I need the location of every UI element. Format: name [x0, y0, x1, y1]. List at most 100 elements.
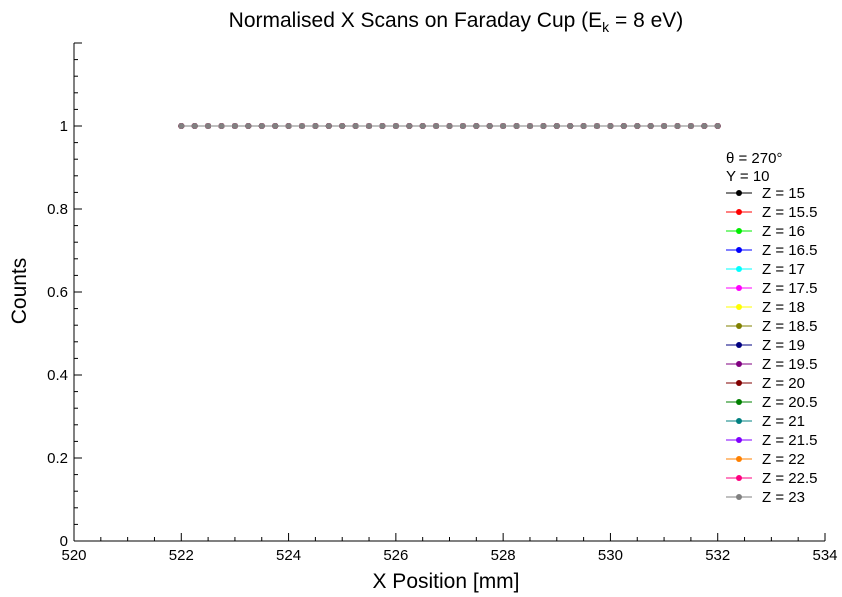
data-point	[272, 123, 279, 129]
legend-label: Z = 20.5	[762, 394, 817, 411]
legend-entry: Z = 20	[726, 375, 805, 392]
legend-entry: Z = 23	[726, 489, 805, 506]
legend-label: Z = 16	[762, 223, 805, 240]
data-point	[231, 123, 238, 129]
data-point	[459, 123, 466, 129]
data-point	[594, 123, 600, 129]
legend-swatch-marker	[736, 190, 742, 196]
series-layer	[178, 123, 721, 129]
x-tick-label: 520	[61, 547, 86, 564]
data-point	[513, 123, 520, 129]
data-point	[325, 123, 332, 129]
chart-title-tail: = 8 eV)	[609, 9, 683, 32]
legend-label: Z = 20	[762, 375, 805, 392]
data-point	[218, 123, 225, 129]
data-point	[245, 123, 252, 129]
x-tick-label: 530	[598, 547, 623, 564]
legend-header-0: θ = 270°	[726, 150, 782, 167]
legend-swatch-marker	[736, 456, 742, 462]
data-point	[312, 123, 319, 129]
data-point	[527, 123, 533, 129]
data-point	[567, 123, 574, 129]
y-tick-label: 1	[60, 118, 68, 135]
legend-swatch-marker	[736, 361, 742, 367]
legend-entry: Z = 17.5	[726, 280, 817, 297]
legend-label: Z = 18.5	[762, 318, 817, 335]
axes: 520 522 524 526 528 530 532 534 0 0.2 0.4 0.6 0.8 1	[47, 42, 838, 564]
data-point	[473, 123, 480, 129]
data-point	[647, 123, 654, 129]
legend-swatch-marker	[736, 418, 742, 424]
legend-entry: Z = 19	[726, 337, 805, 354]
data-point	[701, 123, 708, 129]
legend-swatch-marker	[736, 209, 742, 215]
legend-label: Z = 19	[762, 337, 805, 354]
y-tick-label: 0.8	[47, 201, 68, 218]
data-point	[191, 123, 198, 129]
legend-swatch-marker	[736, 475, 742, 481]
data-point	[607, 123, 614, 129]
data-point	[299, 123, 305, 129]
legend-label: Z = 16.5	[762, 242, 817, 259]
y-tick-label: 0.2	[47, 450, 68, 467]
legend-entry: Z = 19.5	[726, 356, 817, 373]
legend-entry: Z = 20.5	[726, 394, 817, 411]
legend-label: Z = 15	[762, 185, 805, 202]
legend-label: Z = 19.5	[762, 356, 817, 373]
data-point	[258, 123, 265, 129]
legend-entry: Z = 21.5	[726, 432, 817, 449]
x-tick-label: 534	[812, 547, 837, 564]
legend-label: Z = 17	[762, 261, 805, 278]
legend-entry: Z = 18	[726, 299, 805, 316]
data-point	[392, 123, 399, 129]
legend-label: Z = 21	[762, 413, 805, 430]
data-point	[661, 123, 668, 129]
legend-entry: Z = 16.5	[726, 242, 817, 259]
chart-title-subscript: k	[602, 19, 610, 35]
legend-swatch-marker	[736, 266, 742, 272]
data-point	[687, 123, 694, 129]
data-point	[379, 123, 386, 129]
y-axis-label: Counts	[8, 258, 31, 325]
x-axis-label: X Position [mm]	[372, 570, 519, 593]
data-point	[500, 123, 507, 129]
data-point	[406, 123, 413, 129]
legend-swatch-marker	[736, 247, 742, 253]
data-point	[339, 123, 346, 129]
series-23	[178, 123, 721, 129]
legend-entry: Z = 16	[726, 223, 805, 240]
legend-label: Z = 22.5	[762, 470, 817, 487]
x-tick-label: 524	[276, 547, 301, 564]
data-point	[178, 123, 185, 129]
legend-header-1: Y = 10	[726, 168, 770, 185]
data-point	[285, 123, 292, 129]
legend-label: Z = 15.5	[762, 204, 817, 221]
legend-entry: Z = 17	[726, 261, 805, 278]
x-tick-label: 526	[383, 547, 408, 564]
chart-title-main: Normalised X Scans on Faraday Cup (E	[229, 9, 603, 32]
x-tick-label: 532	[705, 547, 730, 564]
legend-swatch-marker	[736, 323, 742, 329]
x-tick-label: 528	[491, 547, 516, 564]
data-point	[419, 123, 426, 129]
data-point	[540, 123, 547, 129]
data-point	[446, 123, 453, 129]
legend-label: Z = 23	[762, 489, 805, 506]
data-point	[580, 123, 587, 129]
legend-swatch-marker	[736, 342, 742, 348]
legend-entry: Z = 22.5	[726, 470, 817, 487]
data-point	[620, 123, 627, 129]
y-tick-label: 0.6	[47, 284, 68, 301]
y-tick-label: 0	[60, 533, 68, 550]
x-tick-label: 522	[169, 547, 194, 564]
data-point	[553, 123, 560, 129]
data-point	[205, 123, 212, 129]
legend-entry: Z = 22	[726, 451, 805, 468]
data-point	[674, 123, 681, 129]
y-tick-label: 0.4	[47, 367, 68, 384]
data-point	[352, 123, 359, 129]
data-point	[486, 123, 493, 129]
legend-entry: Z = 15.5	[726, 204, 817, 221]
legend-label: Z = 21.5	[762, 432, 817, 449]
